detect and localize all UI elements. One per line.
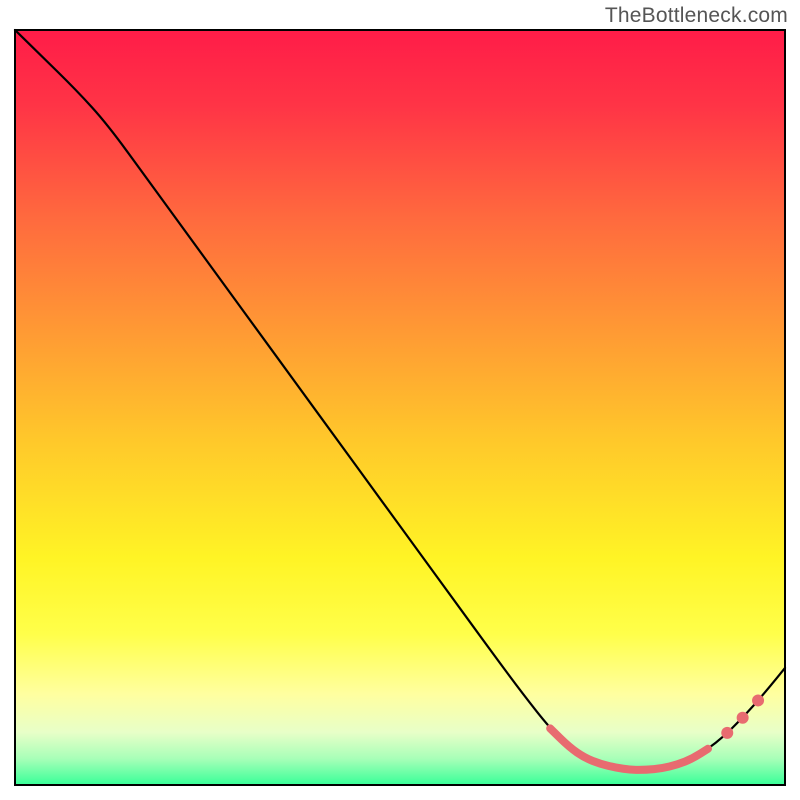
chart-background: [15, 30, 785, 785]
watermark-text: TheBottleneck.com: [605, 4, 788, 28]
marker-dot: [752, 694, 764, 706]
chart-container: TheBottleneck.com: [0, 0, 800, 800]
marker-dot: [721, 727, 733, 739]
bottleneck-chart: [0, 0, 800, 800]
marker-dot: [737, 712, 749, 724]
